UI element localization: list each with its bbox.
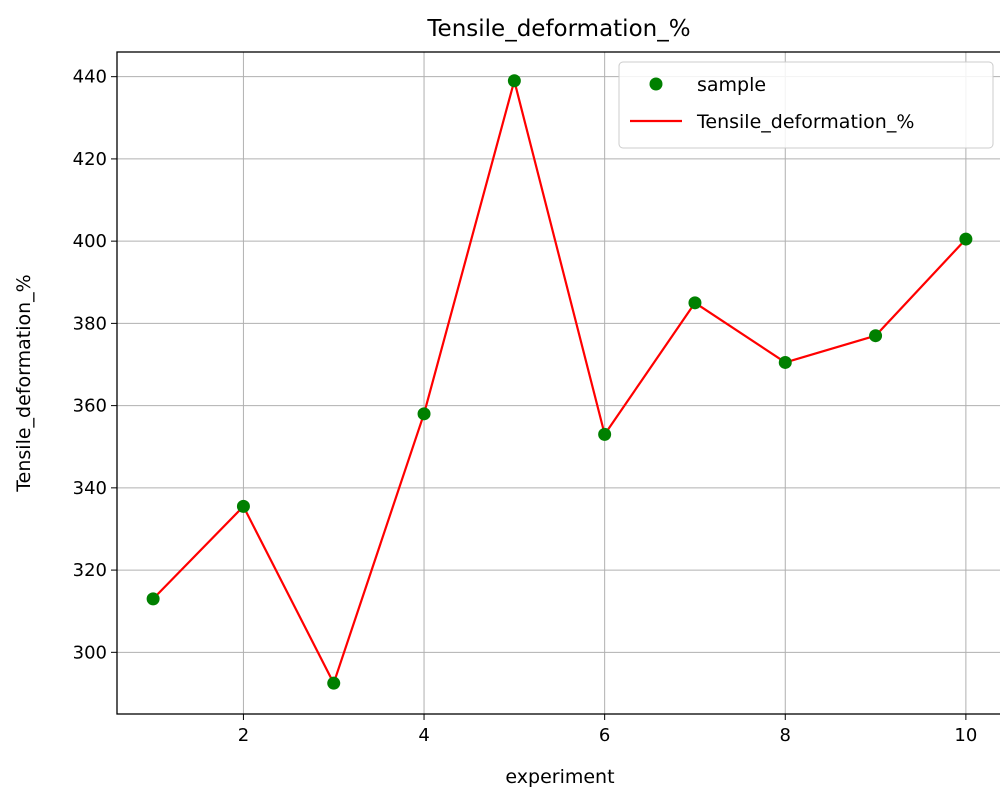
series-line (152, 79, 967, 685)
legend-marker-sample (649, 77, 663, 91)
x-tick-label: 10 (954, 725, 977, 746)
grid (117, 52, 1000, 714)
legend-label-sample: sample (697, 74, 766, 96)
x-axis-label: experiment (505, 766, 614, 788)
y-tick-label: 340 (73, 478, 107, 499)
y-tick-label: 360 (73, 396, 107, 417)
y-axis-label: Tensile_deformation_% (13, 274, 35, 492)
legend-label-tensile: Tensile_deformation_% (696, 111, 914, 133)
y-tick-label: 400 (73, 231, 107, 252)
data-point (869, 329, 883, 343)
data-point (507, 74, 521, 88)
data-point (327, 676, 341, 690)
data-point (959, 232, 973, 246)
x-tick-label: 6 (599, 725, 610, 746)
data-point (598, 427, 612, 441)
scatter-series (146, 74, 973, 690)
data-point (778, 355, 792, 369)
plot-frame (116, 51, 1000, 715)
legend-box (618, 61, 994, 149)
x-tick-label: 2 (238, 725, 249, 746)
data-point (417, 407, 431, 421)
y-tick-label: 420 (73, 149, 107, 170)
chart-title: Tensile_deformation_% (426, 16, 690, 42)
x-tick-label: 4 (418, 725, 429, 746)
y-tick-label: 300 (73, 642, 107, 663)
y-tick-label: 440 (73, 67, 107, 88)
y-tick-label: 320 (73, 560, 107, 581)
data-point (236, 499, 250, 513)
axis-ticks: 2 4 6 8 10 300 320 340 360 380 400 420 440 (73, 67, 978, 746)
y-tick-label: 380 (73, 313, 107, 334)
x-tick-label: 8 (780, 725, 791, 746)
data-point (688, 296, 702, 310)
data-point (146, 592, 160, 606)
line-series (152, 79, 967, 685)
legend: sample Tensile_deformation_% (618, 61, 994, 149)
